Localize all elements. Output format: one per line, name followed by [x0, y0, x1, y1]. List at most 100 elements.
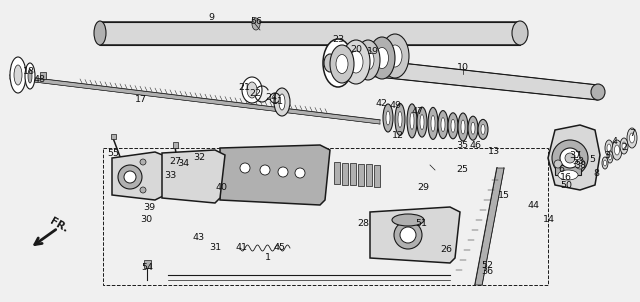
Text: 39: 39 [143, 203, 155, 211]
Ellipse shape [252, 18, 260, 30]
Ellipse shape [630, 133, 634, 143]
Ellipse shape [356, 40, 380, 80]
Ellipse shape [451, 119, 455, 132]
Text: 38: 38 [574, 162, 586, 171]
Circle shape [140, 187, 146, 193]
Ellipse shape [324, 54, 336, 72]
Text: 54: 54 [141, 264, 153, 272]
Text: 48: 48 [34, 75, 46, 83]
Bar [334, 162, 340, 184]
Ellipse shape [376, 47, 388, 69]
Text: 33: 33 [164, 171, 176, 179]
Text: 36: 36 [481, 268, 493, 277]
Bar [173, 142, 177, 148]
Ellipse shape [388, 45, 402, 67]
Text: 22: 22 [249, 88, 261, 98]
Ellipse shape [407, 104, 417, 138]
Bar [358, 163, 364, 185]
Circle shape [554, 160, 562, 168]
Bar [555, 161, 581, 175]
Polygon shape [475, 168, 504, 285]
Text: 19: 19 [367, 47, 379, 56]
Ellipse shape [471, 122, 475, 134]
Bar [350, 163, 356, 185]
Ellipse shape [448, 113, 458, 139]
Text: 6: 6 [558, 165, 564, 174]
Bar [342, 162, 348, 185]
Ellipse shape [392, 214, 424, 226]
Ellipse shape [604, 160, 607, 166]
Ellipse shape [398, 111, 402, 127]
Ellipse shape [10, 57, 26, 93]
Ellipse shape [369, 37, 395, 79]
Circle shape [394, 221, 422, 249]
Circle shape [124, 171, 136, 183]
Text: 12: 12 [392, 131, 404, 140]
Ellipse shape [279, 94, 285, 110]
Polygon shape [100, 22, 520, 45]
Text: 17: 17 [135, 95, 147, 104]
Ellipse shape [607, 144, 611, 152]
Text: 27: 27 [169, 156, 181, 165]
Text: 4: 4 [611, 137, 617, 146]
Text: 23: 23 [332, 34, 344, 43]
Bar [40, 72, 46, 79]
Ellipse shape [417, 107, 427, 137]
Ellipse shape [627, 128, 637, 148]
Text: 1: 1 [265, 253, 271, 262]
Text: 29: 29 [417, 184, 429, 192]
Text: 32: 32 [193, 153, 205, 162]
Ellipse shape [28, 69, 32, 83]
Text: 8: 8 [593, 169, 599, 178]
Circle shape [575, 159, 585, 169]
Ellipse shape [438, 111, 448, 139]
Ellipse shape [386, 111, 390, 125]
Ellipse shape [362, 50, 374, 70]
Ellipse shape [481, 124, 485, 134]
Text: 9: 9 [208, 12, 214, 21]
Circle shape [565, 153, 575, 163]
Text: 46: 46 [469, 142, 481, 150]
Bar [374, 165, 380, 187]
Circle shape [295, 168, 305, 178]
Bar [111, 133, 115, 139]
Polygon shape [370, 207, 460, 263]
Text: 44: 44 [528, 201, 540, 210]
Ellipse shape [428, 108, 438, 140]
Ellipse shape [420, 114, 424, 130]
Ellipse shape [242, 77, 262, 103]
Ellipse shape [622, 142, 626, 150]
Ellipse shape [602, 157, 608, 169]
Ellipse shape [94, 21, 106, 45]
Text: 30: 30 [140, 216, 152, 224]
Ellipse shape [468, 116, 478, 140]
Text: 41: 41 [235, 243, 247, 252]
Text: 55: 55 [107, 149, 119, 158]
Circle shape [240, 163, 250, 173]
Ellipse shape [381, 34, 409, 78]
Ellipse shape [14, 65, 22, 85]
Text: 53: 53 [572, 156, 584, 165]
Text: 45: 45 [273, 243, 285, 252]
Text: 31: 31 [209, 243, 221, 252]
Polygon shape [10, 75, 380, 124]
Text: 25: 25 [456, 165, 468, 175]
Text: 26: 26 [440, 246, 452, 255]
Ellipse shape [612, 140, 622, 160]
Text: 28: 28 [357, 220, 369, 229]
Text: 47: 47 [411, 108, 423, 117]
Text: 40: 40 [215, 184, 227, 192]
Text: 49: 49 [390, 101, 402, 111]
Text: 20: 20 [350, 44, 362, 53]
Text: 50: 50 [560, 181, 572, 189]
Text: 34: 34 [177, 159, 189, 168]
Ellipse shape [558, 170, 578, 180]
Bar [103, 148, 548, 285]
Text: 15: 15 [498, 191, 510, 201]
Ellipse shape [605, 140, 613, 156]
Circle shape [400, 227, 416, 243]
Ellipse shape [431, 115, 435, 131]
Ellipse shape [336, 54, 348, 73]
Text: 16: 16 [560, 172, 572, 182]
Ellipse shape [512, 21, 528, 45]
